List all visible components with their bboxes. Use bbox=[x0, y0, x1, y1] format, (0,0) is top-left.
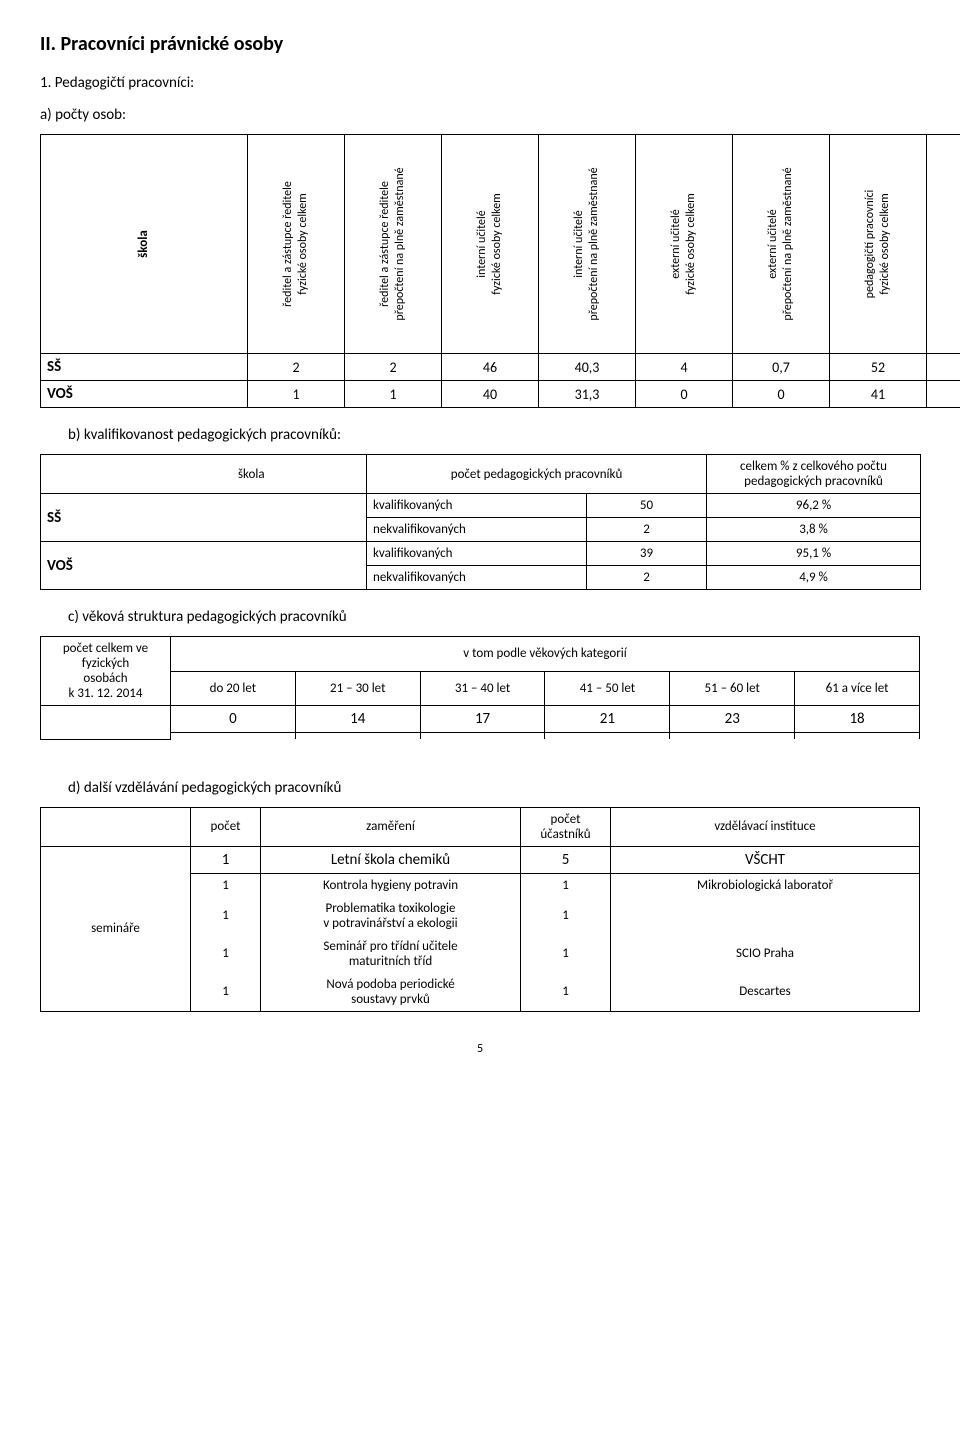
table-a-col-3: interní učitelépřepočtení na plně zaměst… bbox=[572, 139, 602, 349]
cell: 1 bbox=[248, 381, 345, 408]
cell: 1 bbox=[191, 873, 261, 897]
cell: Problematika toxikologiev potravinářství… bbox=[261, 897, 521, 935]
table-c-age-3: 41 – 50 let bbox=[545, 671, 670, 706]
cell: 1 bbox=[191, 846, 261, 873]
table-c-group-header: v tom podle věkových kategorií bbox=[171, 637, 920, 672]
table-b-qualification: škola počet pedagogických pracovníků cel… bbox=[40, 454, 921, 590]
table-d-education: počet zaměření početúčastníků vzdělávací… bbox=[40, 807, 920, 1012]
cell: kvalifikovaných bbox=[367, 542, 587, 566]
cell: 1 bbox=[191, 935, 261, 973]
cell: 40 bbox=[442, 381, 539, 408]
cell bbox=[611, 897, 920, 935]
table-row: VOŠ kvalifikovaných 39 95,1 % bbox=[41, 542, 921, 566]
page-heading: II. Pracovníci právnické osoby bbox=[40, 32, 920, 56]
table-row: SŠ 2 2 46 40,3 4 0,7 52 43 bbox=[41, 354, 960, 381]
table-a-counts: škola ředitel a zástupce ředitelefyzické… bbox=[40, 134, 960, 408]
cell: Mikrobiologická laboratoř bbox=[611, 873, 920, 897]
cell: 0 bbox=[636, 381, 733, 408]
table-c-age-0: do 20 let bbox=[171, 671, 296, 706]
table-d-h-participants: početúčastníků bbox=[521, 807, 611, 846]
cell: 1 bbox=[521, 873, 611, 897]
cell: 1 bbox=[521, 973, 611, 1012]
table-a-col-1: ředitel a zástupce ředitelepřepočtení na… bbox=[378, 139, 408, 349]
cell: 2 bbox=[587, 566, 707, 590]
cell: 1 bbox=[521, 935, 611, 973]
table-row: semináře 1 Letní škola chemiků 5 VŠCHT bbox=[41, 846, 920, 873]
cell: 0 bbox=[171, 706, 296, 733]
cell: 2 bbox=[248, 354, 345, 381]
cell: 23 bbox=[670, 706, 795, 733]
table-a-col-5: externí učitelépřepočtení na plně zaměst… bbox=[766, 139, 796, 349]
section-a-label: a) počty osob: bbox=[40, 106, 920, 124]
table-d-row-label: semináře bbox=[41, 846, 191, 1011]
table-c-col1: počet celkem vefyzickýchosobáchk 31. 12.… bbox=[41, 637, 171, 706]
cell: 31,3 bbox=[539, 381, 636, 408]
table-d-h-count: počet bbox=[191, 807, 261, 846]
cell: 14 bbox=[295, 706, 420, 733]
section-c-label: c) věková struktura pedagogických pracov… bbox=[68, 608, 920, 626]
cell: 21 bbox=[545, 706, 670, 733]
table-a-row0-label: SŠ bbox=[41, 354, 248, 381]
cell: 5 bbox=[521, 846, 611, 873]
cell: 46 bbox=[442, 354, 539, 381]
cell: 32,3 bbox=[927, 381, 960, 408]
table-b-h-pct: celkem % z celkového počtupedagogických … bbox=[707, 455, 921, 494]
table-a-row1-label: VOŠ bbox=[41, 381, 248, 408]
page-number: 5 bbox=[40, 1042, 920, 1056]
cell: 1 bbox=[191, 973, 261, 1012]
section-b-label: b) kvalifikovanost pedagogických pracovn… bbox=[68, 426, 920, 444]
cell: 0,7 bbox=[733, 354, 830, 381]
cell: 40,3 bbox=[539, 354, 636, 381]
cell: nekvalifikovaných bbox=[367, 518, 587, 542]
table-d-h-focus: zaměření bbox=[261, 807, 521, 846]
table-a-col-4: externí učiteléfyzické osoby celkem bbox=[669, 139, 699, 349]
table-b-group-1: VOŠ bbox=[41, 542, 367, 590]
cell: 3,8 % bbox=[707, 518, 921, 542]
cell: Kontrola hygieny potravin bbox=[261, 873, 521, 897]
cell: 39 bbox=[587, 542, 707, 566]
table-row: VOŠ 1 1 40 31,3 0 0 41 32,3 bbox=[41, 381, 960, 408]
cell: 41 bbox=[830, 381, 927, 408]
cell: 50 bbox=[587, 494, 707, 518]
table-row: 0 14 17 21 23 18 bbox=[41, 706, 920, 733]
cell: 0 bbox=[733, 381, 830, 408]
table-b-h-count: počet pedagogických pracovníků bbox=[367, 455, 707, 494]
table-b-group-0: SŠ bbox=[41, 494, 367, 542]
cell: SCIO Praha bbox=[611, 935, 920, 973]
table-a-col-0: ředitel a zástupce ředitelefyzické osoby… bbox=[281, 139, 311, 349]
table-c-age-1: 21 – 30 let bbox=[295, 671, 420, 706]
table-row: SŠ kvalifikovaných 50 96,2 % bbox=[41, 494, 921, 518]
table-c-age: počet celkem vefyzickýchosobáchk 31. 12.… bbox=[40, 636, 920, 740]
table-b-h-school: škola bbox=[137, 455, 367, 494]
cell: 18 bbox=[795, 706, 920, 733]
table-c-age-2: 31 – 40 let bbox=[420, 671, 545, 706]
cell: Letní škola chemiků bbox=[261, 846, 521, 873]
section-d-label: d) další vzdělávání pedagogických pracov… bbox=[68, 779, 920, 797]
cell: nekvalifikovaných bbox=[367, 566, 587, 590]
table-c-age-5: 61 a více let bbox=[795, 671, 920, 706]
cell: 2 bbox=[345, 354, 442, 381]
table-a-col-6: pedagogičtí pracovnícifyzické osoby celk… bbox=[863, 139, 893, 349]
cell: 1 bbox=[345, 381, 442, 408]
cell: kvalifikovaných bbox=[367, 494, 587, 518]
cell: 1 bbox=[191, 897, 261, 935]
cell: 43 bbox=[927, 354, 960, 381]
cell: 17 bbox=[420, 706, 545, 733]
cell: 1 bbox=[521, 897, 611, 935]
cell: 4,9 % bbox=[707, 566, 921, 590]
table-a-col-2: interní učiteléfyzické osoby celkem bbox=[475, 139, 505, 349]
cell: 4 bbox=[636, 354, 733, 381]
table-d-h-inst: vzdělávací instituce bbox=[611, 807, 920, 846]
cell: 52 bbox=[830, 354, 927, 381]
table-a-school-header: škola bbox=[136, 139, 152, 349]
cell: 95,1 % bbox=[707, 542, 921, 566]
cell: VŠCHT bbox=[611, 846, 920, 873]
section-1-title: 1. Pedagogičtí pracovníci: bbox=[40, 74, 920, 92]
cell: Nová podoba periodickésoustavy prvků bbox=[261, 973, 521, 1012]
cell: 96,2 % bbox=[707, 494, 921, 518]
cell: Seminář pro třídní učitelematuritních tř… bbox=[261, 935, 521, 973]
table-c-age-4: 51 – 60 let bbox=[670, 671, 795, 706]
cell: Descartes bbox=[611, 973, 920, 1012]
cell: 2 bbox=[587, 518, 707, 542]
